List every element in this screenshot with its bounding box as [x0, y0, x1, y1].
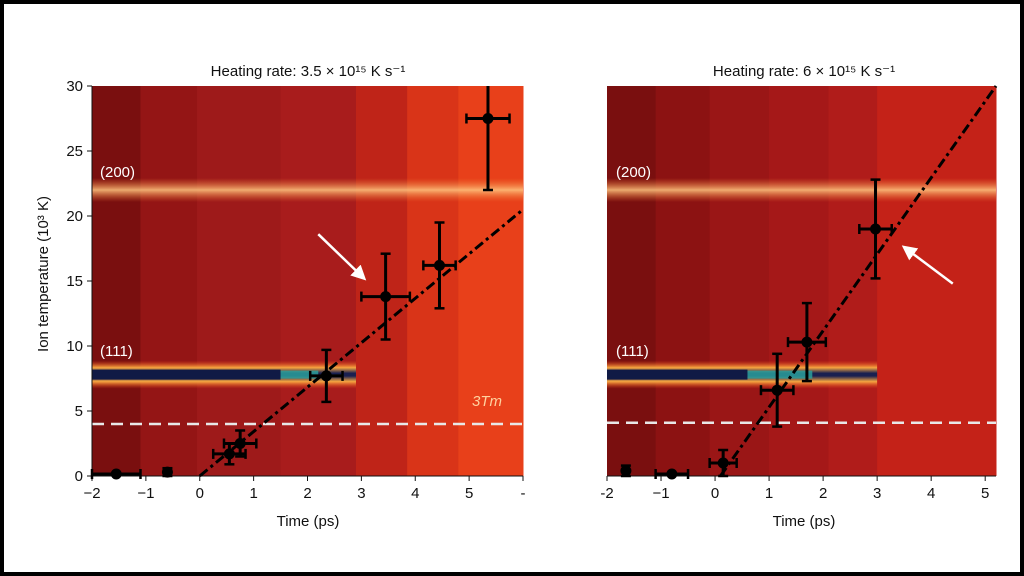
left-x-axis-label: Time (ps)	[277, 513, 340, 530]
left-heatmap-background	[92, 86, 524, 476]
left-data-point	[308, 348, 344, 404]
left-x-tick-label: −1	[137, 485, 154, 502]
right-x-tick-label: -2	[600, 485, 613, 502]
left-data-point	[422, 221, 457, 310]
y-tick-label: 10	[66, 338, 83, 355]
right-peak-label-111: (111)	[616, 343, 649, 360]
left-panel: Heating rate: 3.5 × 10¹⁵ K s⁻¹ 051015202…	[35, 63, 526, 530]
right-data-point	[858, 178, 893, 280]
left-band-200	[92, 178, 523, 202]
data-marker	[380, 291, 392, 303]
right-annotation-arrow	[901, 245, 954, 285]
right-data-point	[620, 464, 632, 478]
left-data-point	[465, 86, 511, 192]
melt-line-label: 3Tm	[472, 393, 502, 410]
data-marker	[223, 448, 235, 460]
right-peak-label-200: (200)	[616, 164, 651, 181]
y-tick-label: 0	[75, 468, 83, 485]
data-marker	[482, 113, 494, 124]
right-data-point	[708, 448, 738, 478]
left-heatmap-strip	[92, 86, 141, 476]
right-heatmap-strip	[769, 86, 830, 476]
left-data-point	[222, 429, 258, 458]
left-panel-title: Heating rate: 3.5 × 10¹⁵ K s⁻¹	[211, 63, 406, 80]
right-fit-line	[719, 85, 998, 477]
left-band-111-fade	[280, 370, 319, 379]
left-x-tick-label: 3	[357, 485, 365, 502]
right-heatmap-strip	[607, 86, 657, 476]
left-x-ticks: −2 −1 0 1 2 3 4 5 -	[83, 476, 526, 502]
left-data-point	[90, 468, 142, 480]
data-marker	[161, 466, 173, 478]
data-marker	[234, 438, 246, 449]
left-x-tick-label: -	[521, 485, 526, 502]
left-x-tick-label: 1	[249, 485, 257, 502]
left-x-tick-label: 4	[411, 485, 419, 502]
left-annotation-arrow	[317, 233, 367, 281]
right-x-tick-label: 5	[981, 485, 989, 502]
figure-frame: Heating rate: 3.5 × 10¹⁵ K s⁻¹ 0 5 10 15 20 2…	[4, 4, 1020, 572]
right-heatmap-strip	[877, 86, 997, 476]
y-tick-label: 20	[66, 208, 83, 225]
data-marker	[433, 259, 445, 271]
left-data-point	[360, 252, 412, 341]
right-band-111-core	[607, 369, 748, 380]
right-x-tick-label: −1	[652, 485, 669, 502]
right-heatmap-strip	[828, 86, 878, 476]
right-x-tick-label: 2	[819, 485, 827, 502]
right-data-point	[786, 301, 828, 383]
data-marker	[320, 370, 332, 382]
right-panel: Heating rate: 6 × 10¹⁵ K s⁻¹ -2 −1 0 1 2 3 4 5 …	[600, 63, 998, 530]
y-tick-label: 5	[75, 403, 83, 420]
left-peak-label-200: (200)	[100, 164, 135, 181]
left-heatmap-strip	[355, 86, 408, 476]
right-data-layer	[620, 85, 998, 480]
left-heatmap-strip	[140, 86, 198, 476]
left-y-ticks: 0 5 10 15 20 25 30	[66, 78, 92, 485]
y-axis-label: Ion temperature (10³ K)	[35, 196, 52, 352]
right-data-point	[654, 468, 690, 480]
left-x-tick-label: 2	[303, 485, 311, 502]
data-marker	[666, 468, 678, 480]
right-band-200	[607, 178, 996, 202]
left-x-tick-label: −2	[83, 485, 100, 502]
right-x-ticks: -2 −1 0 1 2 3 4 5	[600, 476, 989, 502]
data-marker	[801, 336, 813, 348]
data-marker	[620, 465, 632, 477]
data-marker	[870, 223, 882, 235]
left-x-tick-label: 5	[465, 485, 473, 502]
right-diffraction-bands	[607, 178, 996, 389]
left-heatmap-strip	[458, 86, 524, 476]
data-marker	[771, 384, 783, 396]
right-heatmap-strip	[655, 86, 711, 476]
left-fit-line	[198, 208, 524, 478]
left-heatmap-strip	[407, 86, 459, 476]
y-tick-label: 25	[66, 143, 83, 160]
left-band-111-core	[92, 369, 281, 380]
figure-svg: Heating rate: 3.5 × 10¹⁵ K s⁻¹ 051015202…	[35, 63, 998, 530]
right-x-tick-label: 3	[873, 485, 881, 502]
right-x-axis-label: Time (ps)	[773, 513, 836, 530]
right-panel-title: Heating rate: 6 × 10¹⁵ K s⁻¹	[713, 63, 895, 80]
right-x-tick-label: 1	[765, 485, 773, 502]
right-data-point	[759, 352, 795, 428]
left-heatmap-strip	[197, 86, 282, 476]
y-tick-label: 30	[66, 78, 83, 95]
right-x-tick-label: 4	[927, 485, 935, 502]
left-data-point	[161, 466, 173, 478]
left-peak-label-111: (111)	[100, 343, 133, 360]
data-marker	[110, 468, 122, 480]
data-marker	[717, 457, 729, 469]
right-heatmap-background	[607, 86, 997, 476]
left-data-layer	[90, 86, 524, 480]
left-x-tick-label: 0	[196, 485, 204, 502]
right-heatmap-strip	[709, 86, 770, 476]
right-x-tick-label: 0	[711, 485, 719, 502]
left-heatmap-strip	[280, 86, 357, 476]
right-band-111-fade	[747, 370, 813, 379]
y-tick-label: 15	[66, 273, 83, 290]
